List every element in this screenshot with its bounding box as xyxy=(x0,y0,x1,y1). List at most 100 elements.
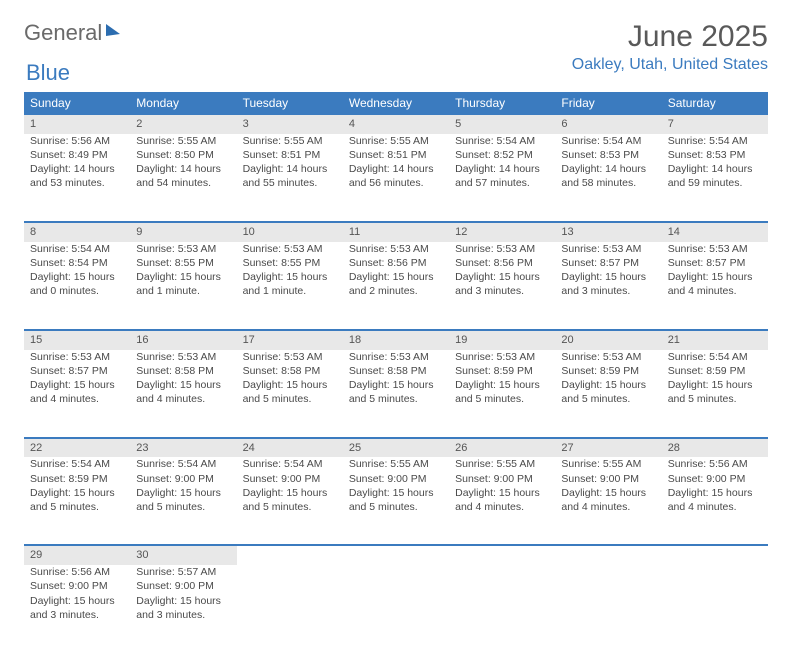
day-cell: Sunrise: 5:53 AMSunset: 8:55 PMDaylight:… xyxy=(237,242,343,330)
sunrise-line: Sunrise: 5:56 AM xyxy=(30,134,124,148)
weekday-header: Tuesday xyxy=(237,93,343,115)
day-cell: Sunrise: 5:53 AMSunset: 8:56 PMDaylight:… xyxy=(343,242,449,330)
sunset-line: Sunset: 8:58 PM xyxy=(243,364,337,378)
daylight-line: Daylight: 15 hours and 4 minutes. xyxy=(455,486,549,514)
day-content-row: Sunrise: 5:54 AMSunset: 8:59 PMDaylight:… xyxy=(24,457,768,545)
sunset-line: Sunset: 8:57 PM xyxy=(30,364,124,378)
day-number-cell: 20 xyxy=(555,330,661,350)
day-number-cell: 5 xyxy=(449,114,555,134)
calendar-table: SundayMondayTuesdayWednesdayThursdayFrid… xyxy=(24,92,768,653)
sunrise-line: Sunrise: 5:54 AM xyxy=(30,242,124,256)
day-number-cell: 18 xyxy=(343,330,449,350)
daylight-line: Daylight: 15 hours and 4 minutes. xyxy=(668,486,762,514)
sunset-line: Sunset: 8:58 PM xyxy=(136,364,230,378)
day-cell: Sunrise: 5:53 AMSunset: 8:57 PMDaylight:… xyxy=(555,242,661,330)
day-cell: Sunrise: 5:54 AMSunset: 8:59 PMDaylight:… xyxy=(24,457,130,545)
day-cell: Sunrise: 5:54 AMSunset: 8:53 PMDaylight:… xyxy=(662,134,768,222)
title-block: June 2025 Oakley, Utah, United States xyxy=(572,20,768,74)
sunset-line: Sunset: 8:58 PM xyxy=(349,364,443,378)
daylight-line: Daylight: 14 hours and 58 minutes. xyxy=(561,162,655,190)
day-cell: Sunrise: 5:53 AMSunset: 8:59 PMDaylight:… xyxy=(555,350,661,438)
daylight-line: Daylight: 15 hours and 3 minutes. xyxy=(455,270,549,298)
day-number-cell: 29 xyxy=(24,545,130,565)
sunrise-line: Sunrise: 5:55 AM xyxy=(561,457,655,471)
sunrise-line: Sunrise: 5:53 AM xyxy=(136,242,230,256)
sunset-line: Sunset: 8:50 PM xyxy=(136,148,230,162)
day-number-cell: 3 xyxy=(237,114,343,134)
daynum-row: 1234567 xyxy=(24,114,768,134)
sunrise-line: Sunrise: 5:53 AM xyxy=(30,350,124,364)
day-number-cell: 6 xyxy=(555,114,661,134)
day-cell: Sunrise: 5:53 AMSunset: 8:57 PMDaylight:… xyxy=(24,350,130,438)
day-number-cell: 26 xyxy=(449,438,555,458)
weekday-header: Friday xyxy=(555,93,661,115)
day-number-cell: 25 xyxy=(343,438,449,458)
daylight-line: Daylight: 15 hours and 1 minute. xyxy=(136,270,230,298)
day-number-cell: 1 xyxy=(24,114,130,134)
logo-word2: Blue xyxy=(26,60,70,85)
sunrise-line: Sunrise: 5:55 AM xyxy=(243,134,337,148)
daylight-line: Daylight: 15 hours and 5 minutes. xyxy=(455,378,549,406)
sunset-line: Sunset: 8:56 PM xyxy=(455,256,549,270)
sunrise-line: Sunrise: 5:53 AM xyxy=(668,242,762,256)
sunrise-line: Sunrise: 5:56 AM xyxy=(30,565,124,579)
daynum-row: 2930 xyxy=(24,545,768,565)
sunset-line: Sunset: 8:57 PM xyxy=(561,256,655,270)
sunrise-line: Sunrise: 5:55 AM xyxy=(136,134,230,148)
weekday-header: Monday xyxy=(130,93,236,115)
sunrise-line: Sunrise: 5:53 AM xyxy=(349,242,443,256)
daylight-line: Daylight: 15 hours and 4 minutes. xyxy=(136,378,230,406)
sunset-line: Sunset: 9:00 PM xyxy=(30,579,124,593)
sunrise-line: Sunrise: 5:53 AM xyxy=(455,242,549,256)
day-number-cell xyxy=(237,545,343,565)
day-number-cell: 16 xyxy=(130,330,236,350)
sunset-line: Sunset: 8:59 PM xyxy=(668,364,762,378)
daylight-line: Daylight: 15 hours and 5 minutes. xyxy=(243,486,337,514)
sunset-line: Sunset: 8:49 PM xyxy=(30,148,124,162)
sunset-line: Sunset: 8:51 PM xyxy=(243,148,337,162)
sunset-line: Sunset: 8:56 PM xyxy=(349,256,443,270)
daylight-line: Daylight: 14 hours and 56 minutes. xyxy=(349,162,443,190)
sunrise-line: Sunrise: 5:54 AM xyxy=(136,457,230,471)
day-content-row: Sunrise: 5:54 AMSunset: 8:54 PMDaylight:… xyxy=(24,242,768,330)
sunrise-line: Sunrise: 5:53 AM xyxy=(136,350,230,364)
sunrise-line: Sunrise: 5:55 AM xyxy=(349,134,443,148)
sunrise-line: Sunrise: 5:53 AM xyxy=(243,350,337,364)
sunset-line: Sunset: 8:53 PM xyxy=(561,148,655,162)
day-cell: Sunrise: 5:55 AMSunset: 9:00 PMDaylight:… xyxy=(449,457,555,545)
sunset-line: Sunset: 9:00 PM xyxy=(243,472,337,486)
day-number-cell xyxy=(555,545,661,565)
day-cell: Sunrise: 5:56 AMSunset: 9:00 PMDaylight:… xyxy=(24,565,130,653)
sunrise-line: Sunrise: 5:54 AM xyxy=(243,457,337,471)
day-number-cell xyxy=(662,545,768,565)
sunset-line: Sunset: 8:59 PM xyxy=(30,472,124,486)
day-cell: Sunrise: 5:56 AMSunset: 8:49 PMDaylight:… xyxy=(24,134,130,222)
day-number-cell: 30 xyxy=(130,545,236,565)
sunrise-line: Sunrise: 5:53 AM xyxy=(349,350,443,364)
sunset-line: Sunset: 8:59 PM xyxy=(455,364,549,378)
day-cell: Sunrise: 5:53 AMSunset: 8:55 PMDaylight:… xyxy=(130,242,236,330)
daynum-row: 22232425262728 xyxy=(24,438,768,458)
sunrise-line: Sunrise: 5:55 AM xyxy=(349,457,443,471)
daynum-row: 15161718192021 xyxy=(24,330,768,350)
daylight-line: Daylight: 15 hours and 5 minutes. xyxy=(243,378,337,406)
sunset-line: Sunset: 8:51 PM xyxy=(349,148,443,162)
sunrise-line: Sunrise: 5:54 AM xyxy=(30,457,124,471)
sunrise-line: Sunrise: 5:54 AM xyxy=(668,134,762,148)
logo: General xyxy=(24,20,122,46)
day-cell: Sunrise: 5:54 AMSunset: 8:53 PMDaylight:… xyxy=(555,134,661,222)
day-number-cell: 21 xyxy=(662,330,768,350)
day-number-cell: 13 xyxy=(555,222,661,242)
day-cell xyxy=(555,565,661,653)
weekday-header: Saturday xyxy=(662,93,768,115)
day-cell: Sunrise: 5:53 AMSunset: 8:58 PMDaylight:… xyxy=(343,350,449,438)
day-content-row: Sunrise: 5:56 AMSunset: 8:49 PM Daylight:… xyxy=(24,134,768,222)
weekday-header: Wednesday xyxy=(343,93,449,115)
day-cell: Sunrise: 5:54 AMSunset: 9:00 PMDaylight:… xyxy=(237,457,343,545)
day-cell: Sunrise: 5:57 AMSunset: 9:00 PMDaylight:… xyxy=(130,565,236,653)
sunrise-line: Sunrise: 5:53 AM xyxy=(455,350,549,364)
day-cell: Sunrise: 5:53 AMSunset: 8:59 PMDaylight:… xyxy=(449,350,555,438)
sunset-line: Sunset: 8:52 PM xyxy=(455,148,549,162)
daylight-line: Daylight: 15 hours and 4 minutes. xyxy=(561,486,655,514)
daylight-line: Daylight: 14 hours and 55 minutes. xyxy=(243,162,337,190)
